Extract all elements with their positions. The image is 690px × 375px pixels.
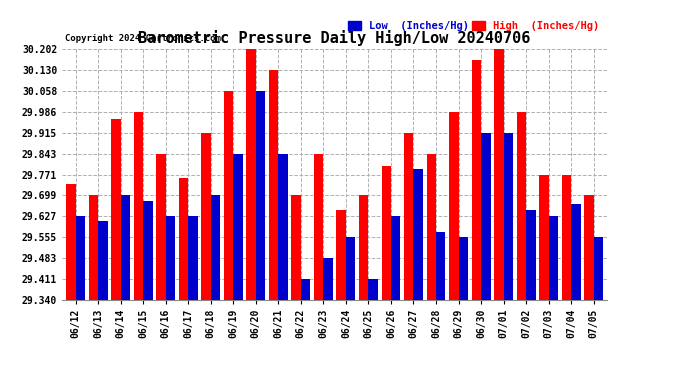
Bar: [224, 91, 233, 300]
Bar: [301, 279, 310, 300]
Title: Barometric Pressure Daily High/Low 20240706: Barometric Pressure Daily High/Low 20240…: [139, 30, 531, 46]
Bar: [179, 178, 188, 300]
Bar: [494, 49, 504, 300]
Bar: [459, 237, 468, 300]
Bar: [584, 195, 593, 300]
Bar: [404, 133, 413, 300]
Bar: [291, 195, 301, 300]
Bar: [134, 112, 144, 300]
Bar: [413, 169, 423, 300]
Bar: [76, 216, 85, 300]
Bar: [121, 195, 130, 300]
Bar: [144, 201, 152, 300]
Bar: [382, 166, 391, 300]
Bar: [562, 174, 571, 300]
Bar: [269, 70, 278, 300]
Bar: [256, 91, 265, 300]
Bar: [337, 210, 346, 300]
Bar: [314, 153, 324, 300]
Bar: [201, 133, 210, 300]
Bar: [368, 279, 378, 300]
Bar: [481, 133, 491, 300]
Bar: [278, 153, 288, 300]
Bar: [111, 120, 121, 300]
Bar: [324, 258, 333, 300]
Bar: [66, 183, 76, 300]
Bar: [89, 195, 98, 300]
Bar: [504, 133, 513, 300]
Bar: [517, 112, 526, 300]
Bar: [449, 112, 459, 300]
Bar: [471, 60, 481, 300]
Bar: [210, 195, 220, 300]
Bar: [156, 153, 166, 300]
Bar: [539, 174, 549, 300]
Bar: [549, 216, 558, 300]
Bar: [233, 153, 243, 300]
Bar: [436, 232, 446, 300]
Bar: [391, 216, 400, 300]
Bar: [98, 221, 108, 300]
Bar: [526, 210, 535, 300]
Bar: [166, 216, 175, 300]
Legend: Low  (Inches/Hg), High  (Inches/Hg): Low (Inches/Hg), High (Inches/Hg): [348, 21, 600, 32]
Bar: [346, 237, 355, 300]
Bar: [359, 195, 368, 300]
Text: Copyright 2024 Cartronics.com: Copyright 2024 Cartronics.com: [65, 34, 221, 43]
Bar: [571, 204, 580, 300]
Bar: [426, 153, 436, 300]
Bar: [593, 237, 603, 300]
Bar: [188, 216, 198, 300]
Bar: [246, 49, 256, 300]
